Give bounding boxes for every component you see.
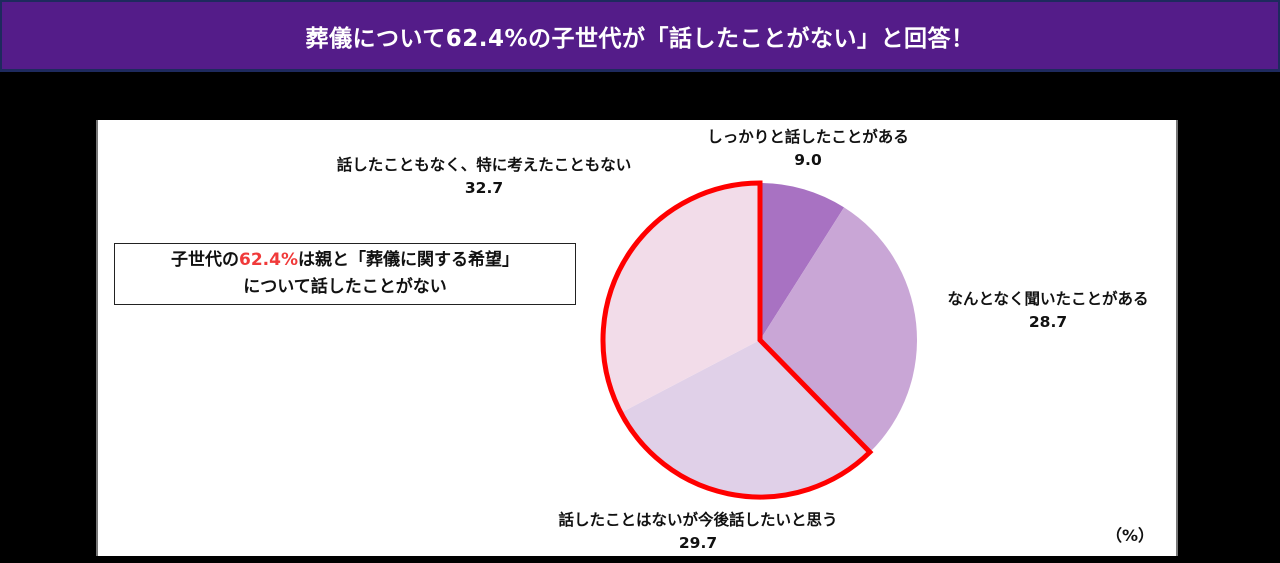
slice-label-value: 9.0 [794,151,822,169]
pie-slice [760,207,917,453]
pie-slice [760,183,845,340]
slice-label-value: 29.7 [678,534,718,552]
pie-chart [600,180,917,500]
pie-slices [603,183,917,497]
slice-label-value: 28.7 [1028,313,1068,331]
pie-slice [620,340,870,497]
unit-label: （%） [1105,526,1154,545]
callout-text: は親と「葬儀に関する希望」 [297,250,519,270]
slice-label-value: 32.7 [464,179,504,197]
page-title: 葬儀について62.4%の子世代が「話したことがない」と回答！ [305,25,975,52]
title-banner: 葬儀について62.4%の子世代が「話したことがない」と回答！ [0,0,1280,72]
chart-panel: しっかりと話したことがある 9.0 なんとなく聞いたことがある 28.7 話した… [96,120,1178,556]
pie-slice [603,183,760,413]
slice-label-name: しっかりと話したことがある [707,128,909,146]
slice-label-thoroughly-talked: しっかりと話したことがある 9.0 [658,126,958,172]
slice-label-never-thought: 話したこともなく、特に考えたこともない 32.7 [284,154,684,200]
callout-line-2: について話したことがない [243,277,447,297]
slice-label-vaguely-heard: なんとなく聞いたことがある 28.7 [918,288,1178,334]
callout-text: 子世代の [171,250,239,270]
callout-box: 子世代の62.4%は親と「葬儀に関する希望」 について話したことがない [114,243,576,305]
slice-label-name: 話したことはないが今後話したいと思う [558,511,838,529]
slice-label-want-to-talk: 話したことはないが今後話したいと思う 29.7 [538,509,858,555]
callout-line-1: 子世代の62.4%は親と「葬儀に関する希望」 [171,247,519,274]
slice-label-name: 話したこともなく、特に考えたこともない [336,156,632,174]
callout-highlight-percent: 62.4% [239,250,298,270]
highlight-outline [600,180,874,500]
slice-label-name: なんとなく聞いたことがある [947,290,1149,308]
